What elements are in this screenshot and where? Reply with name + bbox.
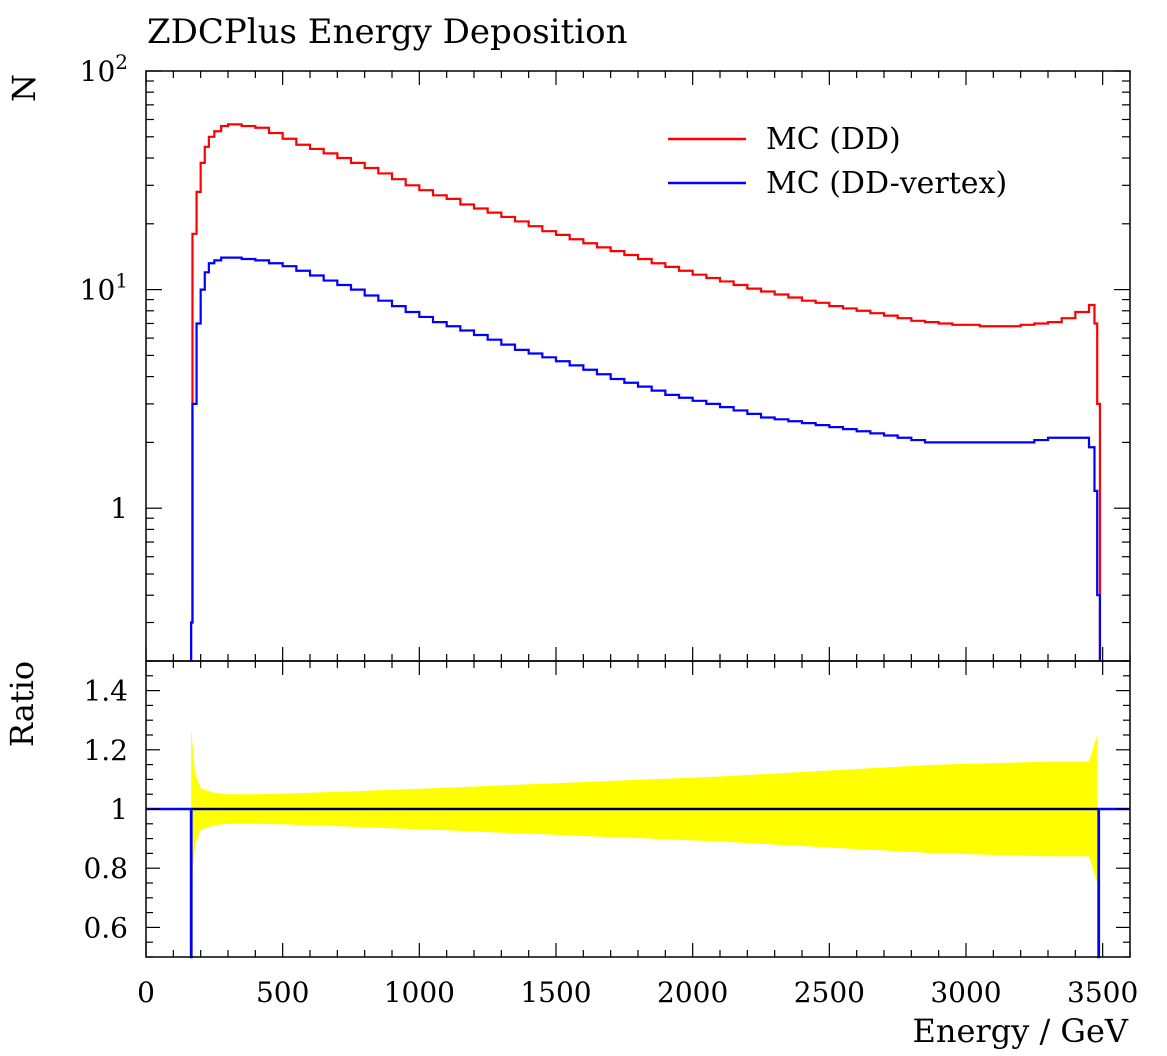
legend-label-mc-dd: MC (DD): [766, 122, 901, 157]
x-tick-label: 500: [256, 976, 309, 1009]
y-tick-label: 1: [110, 793, 128, 826]
top-plot-frame: [145, 70, 1131, 662]
top-legend: MC (DD) MC (DD-vertex): [668, 122, 1007, 201]
y-tick-label: 1.4: [83, 675, 128, 708]
y-tick-exponent: 2: [115, 50, 128, 74]
chart-title: ZDCPlus Energy Deposition: [147, 12, 628, 52]
y-tick-label: 101: [80, 269, 128, 307]
bottom-y-axis-label: Ratio: [3, 661, 41, 747]
x-tick-label: 3000: [930, 976, 1001, 1009]
top-y-axis-label: N: [5, 74, 43, 102]
legend-label-mc-dd-vertex: MC (DD-vertex): [766, 166, 1007, 201]
y-tick-label: 0.6: [83, 911, 128, 944]
bottom-reference-line: [146, 807, 1130, 959]
x-tick-label: 2000: [657, 976, 728, 1009]
series-line-0: [190, 123, 1102, 661]
y-tick-exponent: 1: [115, 269, 128, 293]
x-tick-label: 1500: [520, 976, 591, 1009]
y-tick-label: 0.8: [83, 852, 128, 885]
y-tick-label: 102: [80, 50, 128, 88]
x-tick-label: 2500: [794, 976, 865, 1009]
x-tick-label: 3500: [1067, 976, 1138, 1009]
x-tick-label: 0: [137, 976, 155, 1009]
series-line-1: [190, 256, 1102, 661]
top-series: [190, 123, 1102, 661]
x-tick-label: 1000: [384, 976, 455, 1009]
x-axis-label: Energy / GeV: [913, 1012, 1129, 1050]
bottom-ticks: 0 500 1000 1500 2000 2500 3000 3500 0.6 0.8 1 1.2 1.…: [83, 660, 1138, 1009]
bottom-plot: 0 500 1000 1500 2000 2500 3000 3500 0.6 0.8 1 1.2 1.…: [83, 660, 1138, 1009]
y-tick-label: 1.2: [83, 734, 128, 767]
y-tick-label: 1: [110, 492, 128, 525]
